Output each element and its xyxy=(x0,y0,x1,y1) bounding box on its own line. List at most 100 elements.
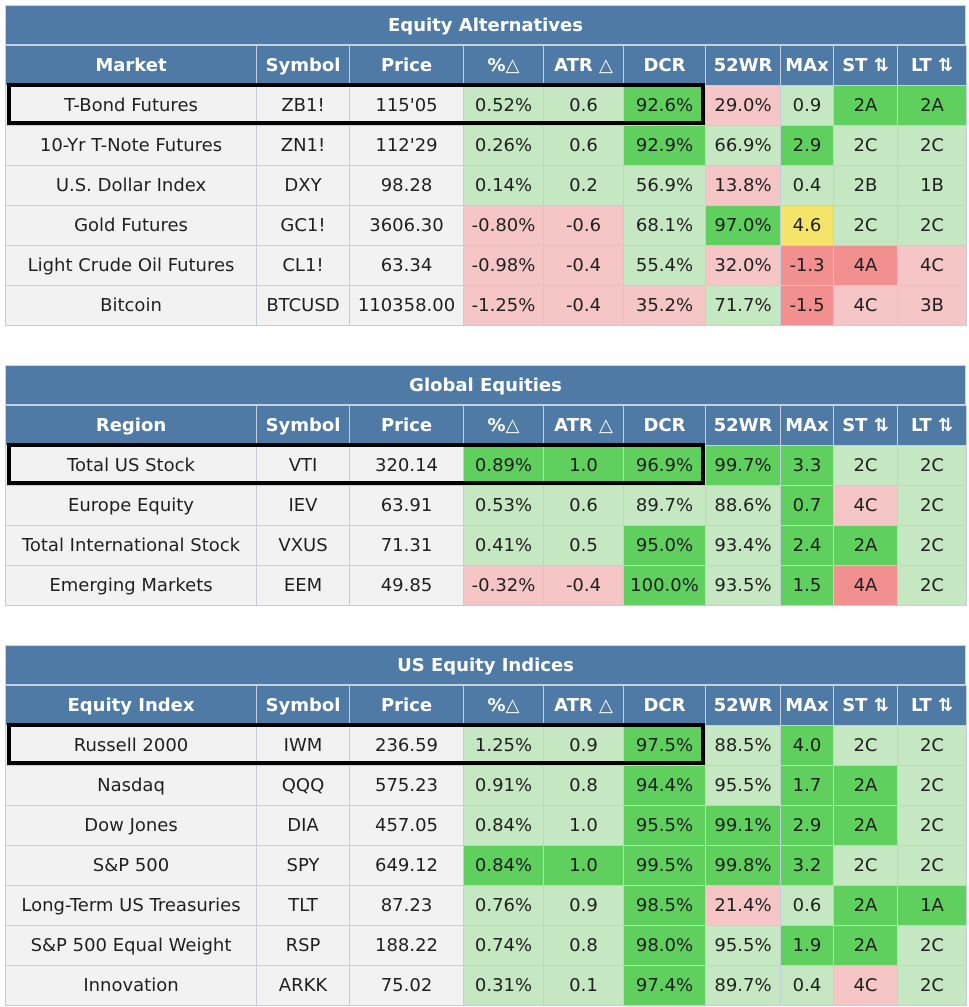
dcr-cell: 95.0% xyxy=(623,525,706,566)
section-title: Equity Alternatives xyxy=(5,5,966,45)
column-header: 52WR xyxy=(705,685,781,726)
pct-change-cell: 0.76% xyxy=(463,885,544,926)
pct-change-cell: 0.31% xyxy=(463,965,544,1006)
st-cell: 4C xyxy=(833,285,898,326)
column-header: DCR xyxy=(623,405,706,446)
global-equities-table: Region Symbol Price %△ ATR △ DCR 52WR MAx ST ⇅ LT… xyxy=(5,405,967,606)
52wr-cell: 95.5% xyxy=(705,765,781,806)
52wr-cell: 99.1% xyxy=(705,805,781,846)
max-cell: 0.4 xyxy=(780,165,834,206)
52wr-cell: 93.5% xyxy=(705,565,781,606)
column-header: ST ⇅ xyxy=(833,405,898,446)
price-cell: 63.91 xyxy=(349,485,464,526)
column-header: DCR xyxy=(623,45,706,86)
name-cell: Light Crude Oil Futures xyxy=(5,245,257,286)
name-cell: Gold Futures xyxy=(5,205,257,246)
max-cell: 3.2 xyxy=(780,845,834,886)
symbol-cell: VTI xyxy=(256,445,350,486)
52wr-cell: 13.8% xyxy=(705,165,781,206)
pct-change-cell: 0.52% xyxy=(463,85,544,126)
lt-cell: 2C xyxy=(897,565,967,606)
column-header: MAx xyxy=(780,405,834,446)
atr-change-cell: 1.0 xyxy=(543,805,624,846)
column-header: ATR △ xyxy=(543,45,624,86)
section-global-equities: Global Equities Region Symbol Price %△ ATR △… xyxy=(5,365,967,606)
column-header: Market xyxy=(5,45,257,86)
dcr-cell: 97.5% xyxy=(623,725,706,766)
lt-cell: 1A xyxy=(897,885,967,926)
price-cell: 649.12 xyxy=(349,845,464,886)
st-cell: 4A xyxy=(833,245,898,286)
table-row: Total International Stock VXUS 71.31 0.41% 0… xyxy=(5,525,967,566)
column-header: Region xyxy=(5,405,257,446)
column-header: ATR △ xyxy=(543,405,624,446)
52wr-cell: 95.5% xyxy=(705,925,781,966)
dcr-cell: 68.1% xyxy=(623,205,706,246)
dcr-cell: 55.4% xyxy=(623,245,706,286)
pct-change-cell: 0.26% xyxy=(463,125,544,166)
lt-cell: 2C xyxy=(897,445,967,486)
atr-change-cell: 0.1 xyxy=(543,965,624,1006)
lt-cell: 2A xyxy=(897,85,967,126)
lt-cell: 2C xyxy=(897,925,967,966)
table-row: S&P 500 SPY 649.12 0.84% 1.0 99.5% 99.8% 3.2 2C 2… xyxy=(5,845,967,886)
pct-change-cell: 0.14% xyxy=(463,165,544,206)
lt-cell: 2C xyxy=(897,125,967,166)
table-row: T-Bond Futures ZB1! 115'05 0.52% 0.6 92.6% 29.… xyxy=(5,85,967,126)
table-row: Dow Jones DIA 457.05 0.84% 1.0 95.5% 99.1% 2.9 2… xyxy=(5,805,967,846)
us-equity-indices-table: Equity Index Symbol Price %△ ATR △ DCR 52WR MAx… xyxy=(5,685,967,1006)
dcr-cell: 94.4% xyxy=(623,765,706,806)
price-cell: 87.23 xyxy=(349,885,464,926)
atr-change-cell: 1.0 xyxy=(543,445,624,486)
52wr-cell: 21.4% xyxy=(705,885,781,926)
column-header: Price xyxy=(349,405,464,446)
lt-cell: 3B xyxy=(897,285,967,326)
st-cell: 2C xyxy=(833,205,898,246)
price-cell: 188.22 xyxy=(349,925,464,966)
table-row: Bitcoin BTCUSD 110358.00 -1.25% -0.4 35.2% 71.… xyxy=(5,285,967,326)
st-cell: 2C xyxy=(833,845,898,886)
symbol-cell: VXUS xyxy=(256,525,350,566)
max-cell: 4.6 xyxy=(780,205,834,246)
column-header: 52WR xyxy=(705,405,781,446)
column-header: Equity Index xyxy=(5,685,257,726)
price-cell: 49.85 xyxy=(349,565,464,606)
max-cell: 0.9 xyxy=(780,85,834,126)
pct-change-cell: 0.74% xyxy=(463,925,544,966)
52wr-cell: 88.6% xyxy=(705,485,781,526)
atr-change-cell: 0.2 xyxy=(543,165,624,206)
max-cell: 0.6 xyxy=(780,885,834,926)
dcr-cell: 97.4% xyxy=(623,965,706,1006)
max-cell: 2.9 xyxy=(780,805,834,846)
symbol-cell: TLT xyxy=(256,885,350,926)
pct-change-cell: 1.25% xyxy=(463,725,544,766)
name-cell: Bitcoin xyxy=(5,285,257,326)
name-cell: Dow Jones xyxy=(5,805,257,846)
column-header: 52WR xyxy=(705,45,781,86)
lt-cell: 2C xyxy=(897,725,967,766)
max-cell: 0.7 xyxy=(780,485,834,526)
st-cell: 2A xyxy=(833,805,898,846)
price-cell: 63.34 xyxy=(349,245,464,286)
max-cell: 2.4 xyxy=(780,525,834,566)
st-cell: 2B xyxy=(833,165,898,206)
column-header: Symbol xyxy=(256,405,350,446)
atr-change-cell: 1.0 xyxy=(543,845,624,886)
dcr-cell: 92.9% xyxy=(623,125,706,166)
symbol-cell: CL1! xyxy=(256,245,350,286)
pct-change-cell: 0.89% xyxy=(463,445,544,486)
header-row: Region Symbol Price %△ ATR △ DCR 52WR MAx ST ⇅ LT… xyxy=(5,405,967,446)
table-row: Gold Futures GC1! 3606.30 -0.80% -0.6 68.1% 97… xyxy=(5,205,967,246)
pct-change-cell: 0.53% xyxy=(463,485,544,526)
dcr-cell: 99.5% xyxy=(623,845,706,886)
atr-change-cell: 0.8 xyxy=(543,925,624,966)
table-row: Total US Stock VTI 320.14 0.89% 1.0 96.9% 99.7… xyxy=(5,445,967,486)
name-cell: S&P 500 xyxy=(5,845,257,886)
pct-change-cell: 0.91% xyxy=(463,765,544,806)
max-cell: 4.0 xyxy=(780,725,834,766)
symbol-cell: ZB1! xyxy=(256,85,350,126)
symbol-cell: ZN1! xyxy=(256,125,350,166)
section-title: Global Equities xyxy=(5,365,966,405)
dcr-cell: 35.2% xyxy=(623,285,706,326)
52wr-cell: 66.9% xyxy=(705,125,781,166)
